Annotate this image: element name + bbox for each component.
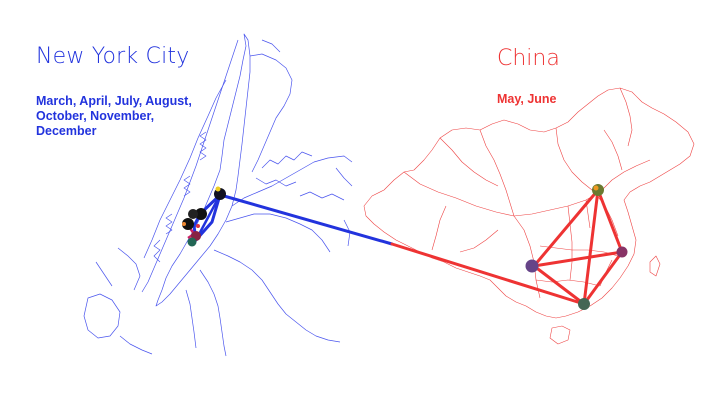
nyc-map-outline — [83, 33, 353, 357]
china-months: May, June — [497, 92, 557, 106]
nyc-marker — [188, 209, 198, 219]
nyc-marker — [182, 218, 194, 230]
nyc-title: New York City — [36, 44, 190, 69]
connector-line — [222, 194, 586, 306]
china-markers — [525, 184, 628, 310]
china-map-outline — [363, 87, 695, 345]
china-marker-guangdong — [578, 298, 590, 310]
china-marker-sichuan — [525, 259, 539, 273]
nyc-marker-highlight — [215, 186, 221, 192]
china-title: China — [497, 46, 560, 71]
china-marker-shanghai — [616, 246, 628, 258]
china-marker-highlight — [593, 185, 599, 191]
nyc-months: March, April, July, August, October, Nov… — [36, 94, 192, 138]
nyc-marker-highlight — [196, 224, 200, 228]
nyc-marker-highlight — [182, 222, 186, 226]
nyc-marker — [195, 208, 207, 220]
nyc-markers — [182, 186, 226, 247]
nyc-marker — [187, 237, 197, 247]
china-marker-beijing — [592, 184, 604, 196]
